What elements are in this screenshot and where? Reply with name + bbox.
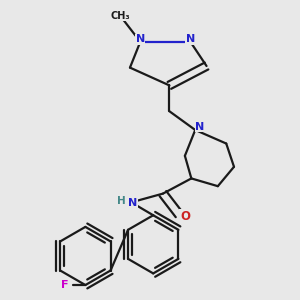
Text: CH₃: CH₃ — [110, 11, 130, 21]
Text: N: N — [136, 34, 145, 44]
Text: H: H — [116, 196, 125, 206]
Text: N: N — [128, 198, 137, 208]
Text: N: N — [186, 34, 195, 44]
Text: F: F — [61, 280, 68, 290]
Text: O: O — [180, 210, 190, 223]
Text: N: N — [196, 122, 205, 132]
